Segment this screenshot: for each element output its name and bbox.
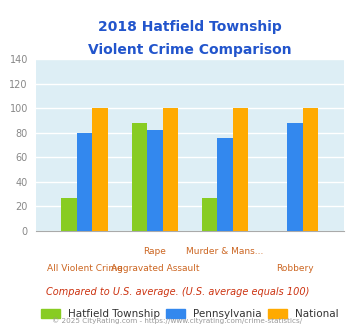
Bar [147,130,163,231]
Text: Murder & Mans...: Murder & Mans... [186,248,264,256]
Text: Aggravated Assault: Aggravated Assault [110,264,199,273]
Bar [132,123,147,231]
Bar [217,138,233,231]
Legend: Hatfield Township, Pennsylvania, National: Hatfield Township, Pennsylvania, Nationa… [37,305,343,323]
Bar [92,109,108,231]
Bar [202,198,217,231]
Text: Robbery: Robbery [277,264,314,273]
Text: All Violent Crime: All Violent Crime [47,264,122,273]
Text: 2018 Hatfield Township: 2018 Hatfield Township [98,20,282,34]
Text: Rape: Rape [143,248,166,256]
Text: Violent Crime Comparison: Violent Crime Comparison [88,43,292,57]
Text: © 2025 CityRating.com - https://www.cityrating.com/crime-statistics/: © 2025 CityRating.com - https://www.city… [53,317,302,324]
Bar [288,123,303,231]
Bar [233,109,248,231]
Bar [163,109,178,231]
Bar [77,133,92,231]
Bar [303,109,318,231]
Bar [61,198,77,231]
Text: Compared to U.S. average. (U.S. average equals 100): Compared to U.S. average. (U.S. average … [46,287,309,297]
